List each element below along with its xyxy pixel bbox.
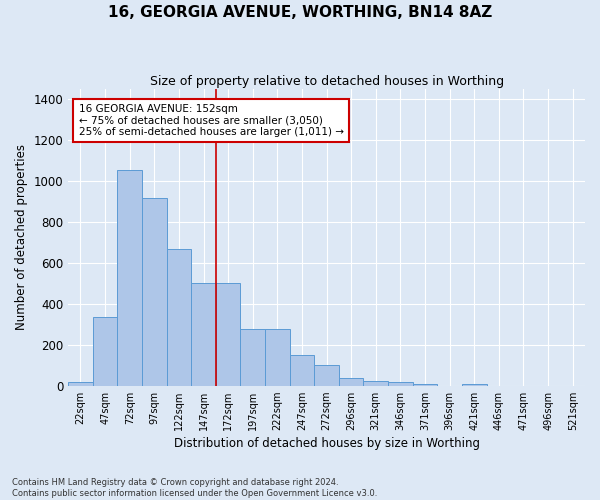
Bar bbox=[413, 384, 437, 386]
Bar bbox=[364, 381, 388, 386]
Bar bbox=[191, 284, 216, 386]
Bar bbox=[93, 317, 118, 386]
Title: Size of property relative to detached houses in Worthing: Size of property relative to detached ho… bbox=[149, 75, 503, 88]
Bar bbox=[241, 330, 265, 386]
X-axis label: Distribution of detached houses by size in Worthing: Distribution of detached houses by size … bbox=[173, 437, 479, 450]
Bar bbox=[388, 382, 413, 386]
Bar bbox=[314, 365, 339, 386]
Text: 16 GEORGIA AVENUE: 152sqm
← 75% of detached houses are smaller (3,050)
25% of se: 16 GEORGIA AVENUE: 152sqm ← 75% of detac… bbox=[79, 104, 344, 137]
Bar bbox=[118, 170, 142, 386]
Bar bbox=[167, 248, 191, 386]
Bar bbox=[290, 356, 314, 386]
Bar bbox=[68, 382, 93, 386]
Text: 16, GEORGIA AVENUE, WORTHING, BN14 8AZ: 16, GEORGIA AVENUE, WORTHING, BN14 8AZ bbox=[108, 5, 492, 20]
Bar bbox=[265, 330, 290, 386]
Bar bbox=[339, 378, 364, 386]
Text: Contains HM Land Registry data © Crown copyright and database right 2024.
Contai: Contains HM Land Registry data © Crown c… bbox=[12, 478, 377, 498]
Y-axis label: Number of detached properties: Number of detached properties bbox=[15, 144, 28, 330]
Bar bbox=[142, 198, 167, 386]
Bar bbox=[462, 384, 487, 386]
Bar bbox=[216, 284, 241, 386]
